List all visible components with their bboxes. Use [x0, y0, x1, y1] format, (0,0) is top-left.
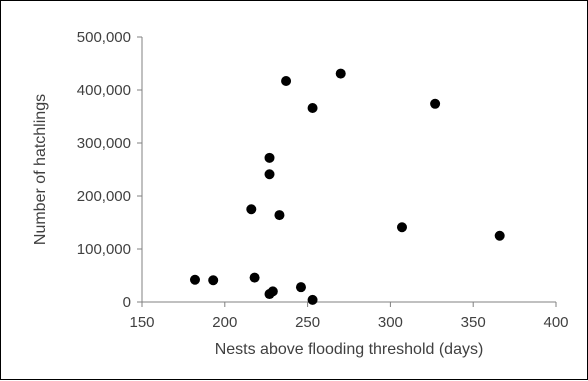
data-point: [335, 68, 346, 79]
data-point: [307, 294, 318, 305]
y-tick-label: 0: [123, 294, 131, 311]
x-tick-label: 400: [543, 314, 568, 331]
data-point: [494, 230, 505, 241]
data-point: [307, 103, 318, 114]
y-axis-title: Number of hatchlings: [32, 94, 49, 245]
data-point: [430, 98, 441, 109]
data-point: [249, 272, 260, 283]
data-points: [189, 68, 505, 305]
data-point: [281, 75, 292, 86]
data-point: [246, 204, 257, 215]
x-tick-label: 150: [129, 314, 154, 331]
y-tick-label: 100,000: [77, 241, 131, 258]
data-point: [267, 286, 278, 297]
y-tick-label: 200,000: [77, 188, 131, 205]
data-point: [274, 210, 285, 221]
data-point: [295, 282, 306, 293]
data-point: [264, 169, 275, 180]
data-point: [264, 152, 275, 163]
x-ticks: 150 200 250 300 350 400: [129, 302, 569, 331]
x-tick-label: 250: [295, 314, 320, 331]
x-tick-label: 300: [378, 314, 403, 331]
data-point: [396, 222, 407, 233]
y-tick-label: 400,000: [77, 82, 131, 99]
y-tick-label: 500,000: [77, 29, 131, 46]
y-ticks: 0 100,000 200,000 300,000 400,000 500,000: [77, 29, 142, 311]
y-tick-label: 300,000: [77, 135, 131, 152]
x-axis-title: Nests above flooding threshold (days): [215, 341, 484, 358]
data-point: [208, 275, 219, 286]
x-tick-label: 350: [461, 314, 486, 331]
data-point: [189, 274, 200, 285]
axes: [141, 37, 556, 303]
x-tick-label: 200: [212, 314, 237, 331]
